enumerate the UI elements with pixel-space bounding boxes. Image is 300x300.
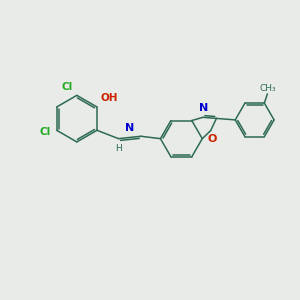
Text: H: H — [115, 144, 122, 153]
Text: CH₃: CH₃ — [259, 84, 276, 93]
Text: N: N — [200, 103, 209, 113]
Text: OH: OH — [100, 92, 118, 103]
Text: Cl: Cl — [40, 127, 51, 137]
Text: O: O — [207, 134, 217, 144]
Text: Cl: Cl — [62, 82, 73, 92]
Text: N: N — [125, 123, 134, 133]
